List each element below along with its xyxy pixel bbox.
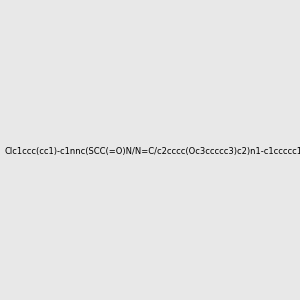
Text: Clc1ccc(cc1)-c1nnc(SCC(=O)N/N=C/c2cccc(Oc3ccccc3)c2)n1-c1ccccc1: Clc1ccc(cc1)-c1nnc(SCC(=O)N/N=C/c2cccc(O… [5, 147, 300, 156]
